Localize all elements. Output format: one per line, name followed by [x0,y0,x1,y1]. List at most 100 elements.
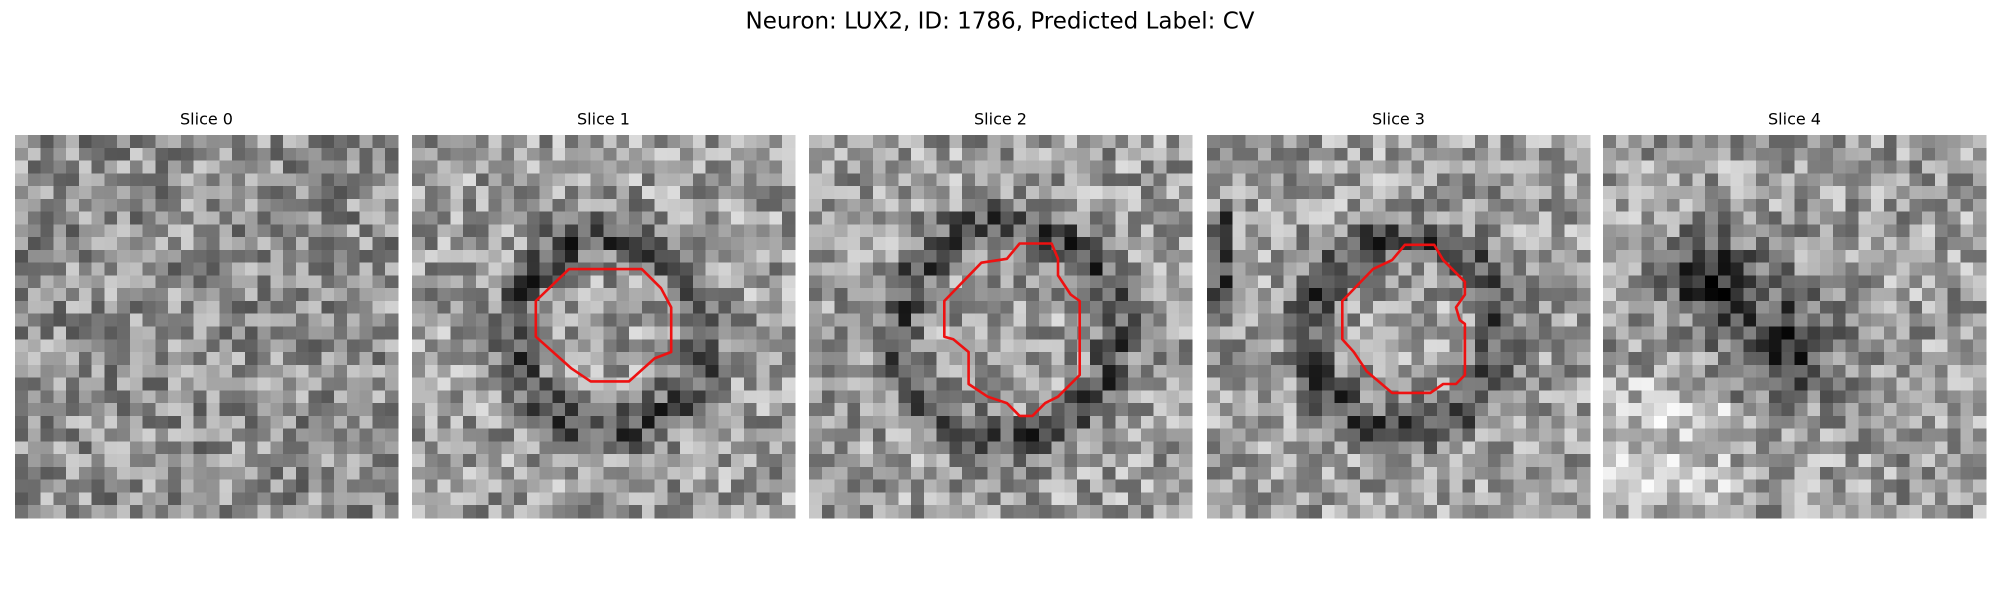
pixel [308,352,322,366]
pixel [1051,198,1065,212]
pixel [898,492,912,506]
pixel [283,198,297,212]
pixel [577,173,592,187]
pixel [1000,428,1014,442]
pixel [847,198,861,212]
pixel [27,288,41,302]
pixel [424,262,438,276]
pixel [1654,364,1668,378]
pixel [1166,479,1180,493]
pixel [1089,198,1103,212]
pixel [1077,173,1091,187]
pixel [692,403,706,417]
pixel [911,300,925,315]
pixel [53,390,67,404]
pixel [641,326,655,340]
pixel [1309,339,1323,353]
pixel [1603,326,1617,340]
pixel [206,173,220,187]
pixel [1449,352,1463,366]
pixel [949,364,963,378]
pixel [1385,377,1399,391]
pixel [847,403,861,417]
pixel [1153,428,1167,442]
pixel [412,454,426,468]
pixel [1794,313,1808,327]
pixel [641,160,655,174]
pixel [206,224,220,238]
pixel [40,249,54,263]
pixel [40,173,54,187]
pixel [219,198,233,212]
pixel [1140,211,1154,225]
pixel [974,492,989,506]
pixel [463,211,477,225]
pixel [1424,275,1438,289]
pixel [1679,326,1693,340]
pixel [372,147,386,161]
pixel [1641,160,1655,174]
pixel [1258,173,1272,187]
pixel [1283,479,1297,493]
pixel [78,160,92,174]
pixel [1641,135,1655,149]
pixel [1768,224,1783,238]
pixel [180,237,195,251]
pixel [872,441,886,455]
pixel [526,249,540,263]
pixel [180,505,195,519]
pixel [885,505,899,519]
pixel [1628,479,1642,493]
pixel [501,313,515,327]
pixel [1487,313,1501,327]
pixel [1207,160,1221,174]
pixel [1321,288,1335,302]
pixel [769,160,783,174]
pixel [1947,441,1961,455]
pixel [346,313,360,327]
pixel [424,479,438,493]
pixel [1398,479,1412,493]
pixel [1398,147,1412,161]
pixel [1871,466,1885,480]
pixel [1705,288,1719,302]
pixel [1296,186,1310,200]
pixel [270,339,284,353]
pixel [1013,492,1027,506]
pixel [168,262,182,276]
pixel [1258,415,1272,429]
pixel [104,224,118,238]
pixel [898,173,912,187]
pixel [412,224,426,238]
pixel [180,135,195,149]
pixel [232,479,246,493]
pixel [603,364,617,378]
pixel [1179,262,1193,276]
pixel [1717,186,1731,200]
pixel [1909,390,1923,404]
pixel [1500,300,1514,315]
pixel [1026,326,1040,340]
pixel [1909,147,1923,161]
pixel [552,211,566,225]
pixel [1424,147,1438,161]
pixel [450,479,464,493]
pixel [437,505,451,519]
pixel [1179,454,1193,468]
pixel [834,147,848,161]
pixel [244,352,258,366]
pixel [834,454,848,468]
pixel [1475,160,1489,174]
pixel [475,364,489,378]
pixel [641,173,655,187]
pixel [1270,211,1284,225]
pixel [1513,300,1527,315]
pixel [731,479,745,493]
pixel [1692,275,1706,289]
pixel [1283,135,1297,149]
pixel [641,198,655,212]
pixel [1232,326,1246,340]
pixel [1871,339,1885,353]
pixel [1140,466,1154,480]
pixel [692,249,706,263]
